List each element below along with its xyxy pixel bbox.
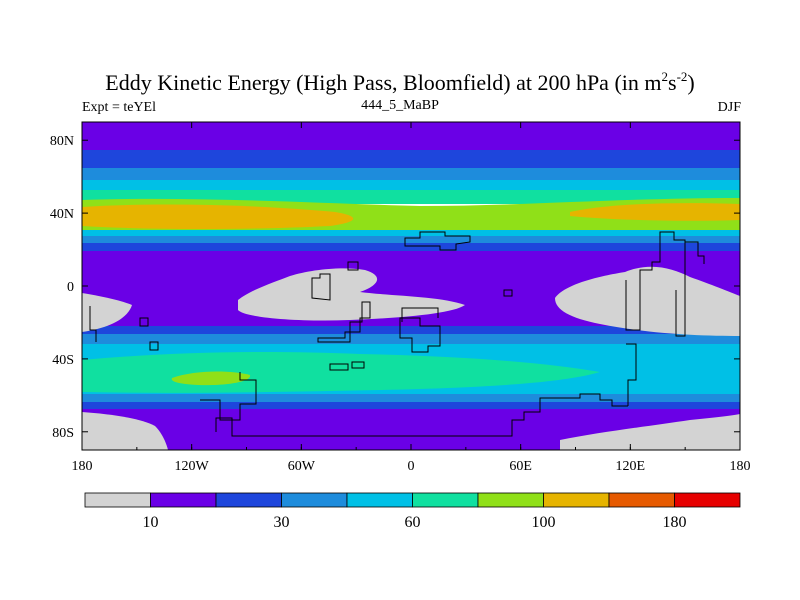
title-end: ) [687,70,695,95]
colorbar-swatch [477,492,544,508]
band-south-4 [82,394,740,404]
x-tick-label: 0 [408,459,415,474]
season-label: DJF [717,100,741,115]
outline-south-pacific [149,341,159,351]
x-tick-label: 60W [288,459,316,474]
colorbar-swatch [412,492,479,508]
colorbar-swatch [281,492,348,508]
colorbar-swatch [150,492,217,508]
outline-west-coast [89,306,97,342]
outline-australia [625,231,686,337]
gray-west-edge [82,293,132,332]
colorbar-swatch [346,492,413,508]
title-sup-2: -2 [676,69,688,84]
run-label: 444_5_MaBP [361,98,439,113]
title-mid: s [668,70,677,95]
band-south-5 [82,402,740,411]
colorbar-swatch [215,492,282,508]
jet-orange-west [82,204,354,229]
axes: 180 120W 60W 0 60E 120E 180 80N 40N 0 40S 80S [50,122,751,474]
band-south-1 [82,326,740,336]
colorbar-label: 180 [663,514,687,531]
outline-small-3 [503,289,513,297]
title-sup-1: 2 [661,69,669,84]
x-tick-label: 180 [72,459,93,474]
outline-southern-continent [200,372,257,421]
colorbar-swatch [608,492,675,508]
colorbar-swatch [543,492,610,508]
outline-north-america [404,231,471,251]
colorbar-label: 100 [532,514,556,531]
gray-antarctic-west [82,412,168,450]
band-north-6 [82,236,740,245]
outline-east-block [626,343,637,406]
outline-small-1 [139,317,149,327]
x-tick-label: 120E [616,459,646,474]
y-tick-label: 80N [50,134,74,149]
colorbar-swatch [84,492,151,508]
experiment-label: Expt = teYEl [82,100,156,115]
outline-africa [399,317,441,353]
outline-central-america [311,273,331,301]
land-outlines [89,231,705,437]
band-north-7 [82,243,740,253]
band-south-2 [82,334,740,346]
y-tick-label: 0 [67,280,74,295]
outline-south-america [317,301,371,343]
colorbar-swatch [674,492,741,508]
y-tick-label: 80S [52,426,74,441]
y-tick-label: 40S [52,353,74,368]
x-tick-label: 180 [730,459,751,474]
band-north-5 [82,230,740,238]
colorbar-label: 60 [405,514,421,531]
colorbar-label: 30 [274,514,290,531]
gray-antarctic-east [560,414,740,450]
outline-asia [685,241,705,264]
y-tick-label: 40N [50,207,74,222]
energy-field [82,122,740,450]
outline-antarctica [215,393,628,437]
outline-south-pacific-islands [329,361,365,371]
x-tick-label: 120W [175,459,210,474]
title-main: Eddy Kinetic Energy (High Pass, Bloomfie… [105,70,662,95]
southern-yellow-core [171,371,251,386]
x-tick-label: 60E [509,459,532,474]
colorbar: 10 30 60 100 180 [84,492,741,531]
outline-small-2 [347,261,359,271]
colorbar-label: 10 [143,514,159,531]
gray-indian-west-pacific [555,266,740,336]
chart-title: Eddy Kinetic Energy (High Pass, Bloomfie… [0,70,800,96]
gray-pacific-tropics [238,268,465,321]
outline-africa-north [401,307,439,322]
jet-orange-east [570,203,740,221]
